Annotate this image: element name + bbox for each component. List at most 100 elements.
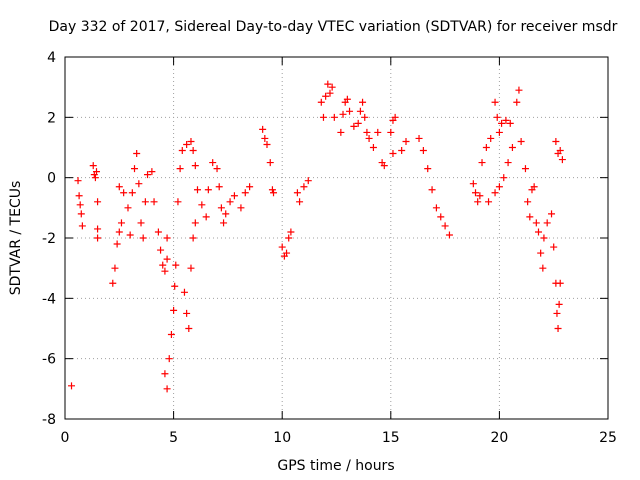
data-point bbox=[161, 370, 169, 378]
data-point bbox=[526, 213, 534, 221]
data-point bbox=[326, 89, 334, 97]
data-point bbox=[183, 140, 191, 148]
data-point bbox=[555, 300, 563, 308]
data-point bbox=[556, 147, 564, 155]
data-point bbox=[517, 137, 525, 145]
data-point bbox=[508, 144, 516, 151]
data-point bbox=[478, 159, 486, 167]
data-point bbox=[328, 83, 336, 91]
data-point bbox=[124, 204, 132, 212]
data-point bbox=[141, 198, 149, 206]
data-point bbox=[131, 165, 139, 173]
data-point bbox=[241, 189, 249, 197]
data-point bbox=[144, 171, 152, 179]
data-point bbox=[391, 113, 399, 121]
data-point bbox=[283, 249, 291, 257]
data-point bbox=[346, 107, 354, 115]
data-point bbox=[189, 234, 197, 242]
data-point bbox=[415, 134, 423, 142]
data-point bbox=[296, 198, 304, 206]
data-point bbox=[246, 183, 254, 191]
data-point bbox=[159, 261, 167, 269]
data-point bbox=[374, 128, 382, 136]
data-point bbox=[91, 174, 99, 182]
data-point bbox=[167, 331, 175, 339]
data-point bbox=[389, 150, 397, 158]
data-point bbox=[213, 165, 221, 173]
data-point bbox=[187, 264, 195, 272]
data-point bbox=[89, 162, 97, 170]
data-point bbox=[485, 198, 493, 206]
data-point bbox=[469, 180, 477, 188]
data-point bbox=[500, 174, 508, 182]
data-point bbox=[419, 147, 427, 155]
data-point bbox=[268, 186, 276, 194]
data-point bbox=[553, 309, 561, 317]
data-point bbox=[163, 234, 171, 242]
data-point bbox=[176, 165, 184, 173]
data-point bbox=[266, 159, 274, 167]
data-point bbox=[324, 80, 332, 88]
x-tick-label: 25 bbox=[599, 430, 617, 446]
data-point bbox=[285, 234, 293, 242]
data-point bbox=[191, 162, 199, 170]
data-point bbox=[521, 165, 529, 173]
data-point bbox=[270, 189, 278, 197]
data-point bbox=[183, 309, 191, 317]
data-point bbox=[472, 189, 480, 197]
axis-ticks: 0 5 10 15 20 25 -8 -6 -4 -2 0 2 4 bbox=[42, 50, 617, 446]
data-point bbox=[76, 201, 84, 209]
data-point bbox=[180, 288, 188, 296]
data-point bbox=[495, 183, 503, 191]
data-point bbox=[339, 110, 347, 118]
data-point bbox=[163, 255, 171, 263]
data-point bbox=[111, 264, 119, 272]
data-point bbox=[68, 382, 76, 390]
data-point bbox=[115, 183, 123, 191]
data-point bbox=[317, 98, 325, 106]
data-point bbox=[94, 225, 102, 233]
data-point bbox=[161, 267, 169, 275]
data-point bbox=[537, 249, 545, 257]
data-point bbox=[109, 279, 117, 287]
data-point bbox=[354, 119, 362, 127]
data-point bbox=[482, 144, 490, 151]
y-tick-label: -8 bbox=[42, 412, 56, 428]
data-point bbox=[94, 198, 102, 206]
data-point bbox=[491, 189, 499, 197]
data-point bbox=[204, 186, 212, 194]
data-point bbox=[278, 243, 286, 251]
data-point bbox=[128, 189, 136, 197]
data-point bbox=[287, 228, 295, 236]
data-point bbox=[428, 186, 436, 194]
y-tick-label: 4 bbox=[47, 50, 56, 66]
data-point bbox=[548, 210, 556, 218]
data-point bbox=[524, 198, 532, 206]
data-point bbox=[530, 183, 538, 191]
data-point bbox=[300, 183, 308, 191]
y-tick-label: -2 bbox=[42, 231, 56, 247]
data-point bbox=[350, 122, 358, 130]
data-point bbox=[293, 189, 301, 197]
data-point bbox=[337, 128, 345, 136]
x-tick-label: 5 bbox=[169, 430, 178, 446]
x-tick-label: 10 bbox=[273, 430, 291, 446]
data-point bbox=[202, 213, 210, 221]
data-point bbox=[187, 137, 195, 145]
data-point bbox=[441, 222, 449, 230]
data-point bbox=[432, 204, 440, 212]
data-point bbox=[126, 231, 134, 239]
data-point bbox=[476, 192, 484, 200]
data-point bbox=[534, 228, 542, 236]
data-point bbox=[113, 240, 121, 248]
data-point bbox=[540, 234, 548, 242]
y-tick-label: -6 bbox=[42, 352, 56, 368]
data-point bbox=[515, 86, 523, 94]
data-point bbox=[163, 385, 171, 393]
data-point bbox=[543, 219, 551, 227]
data-point bbox=[387, 128, 395, 136]
data-point bbox=[491, 98, 499, 106]
data-point bbox=[402, 137, 410, 145]
y-tick-label: 2 bbox=[47, 110, 56, 126]
